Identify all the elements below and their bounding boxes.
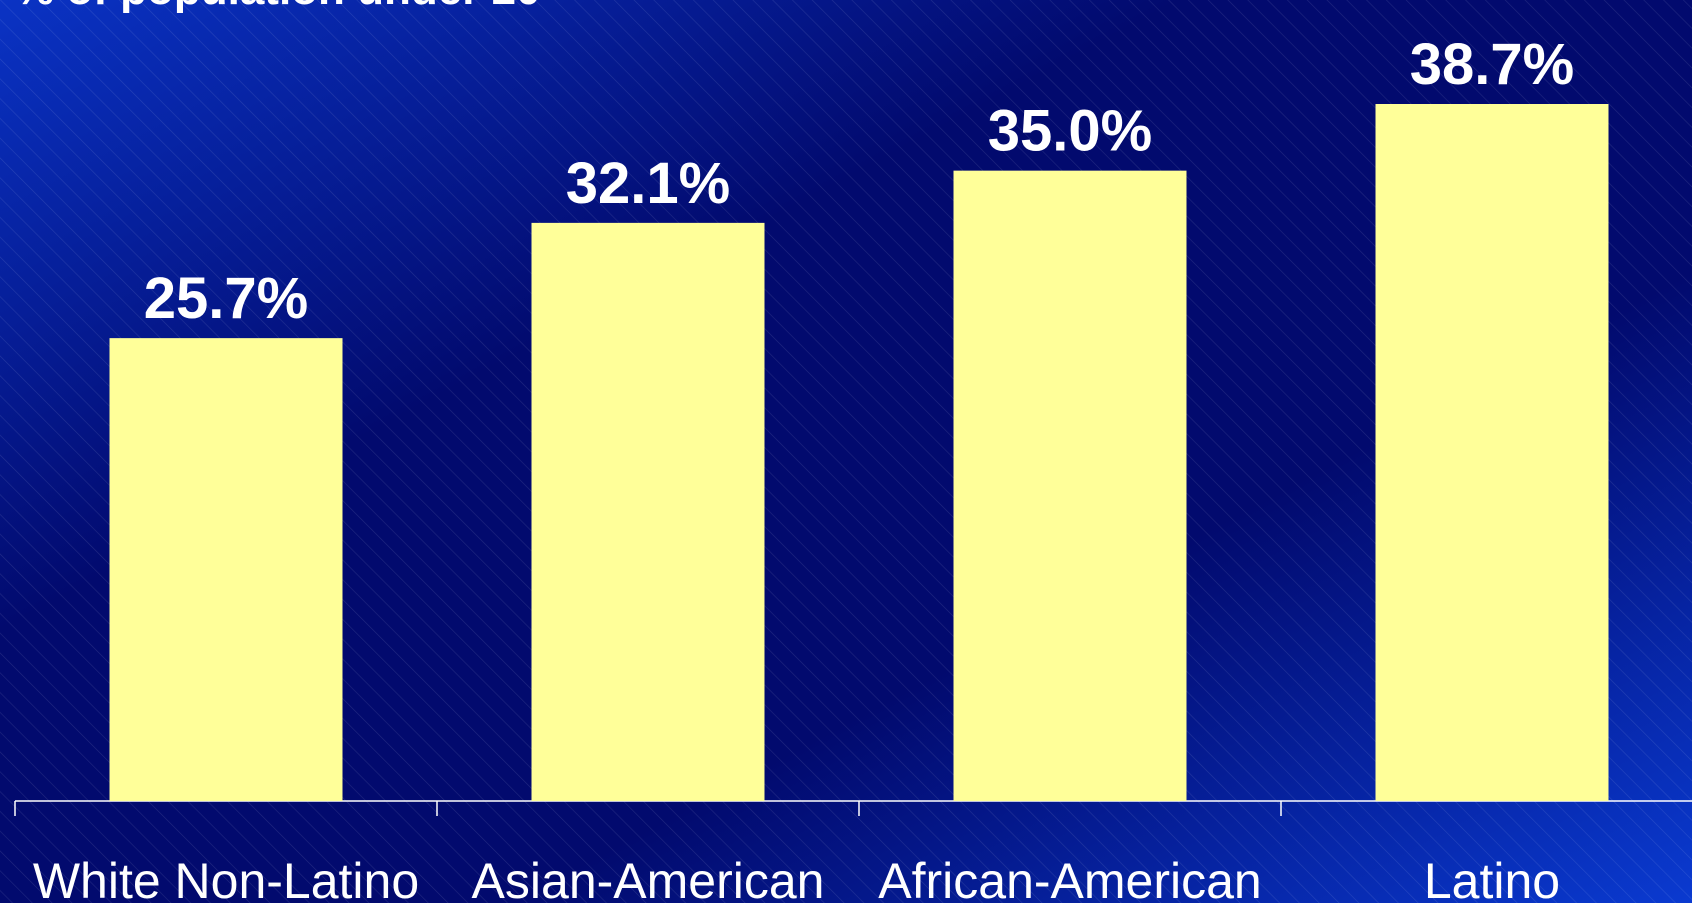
x-tick-label: African-American (878, 853, 1261, 903)
value-label: 25.7% (144, 266, 308, 331)
bar (531, 222, 765, 801)
x-tick-label: Asian-American (472, 853, 825, 903)
value-label: 38.7% (1410, 32, 1574, 97)
value-label: 35.0% (988, 99, 1152, 164)
bar (109, 338, 343, 801)
bar (953, 170, 1187, 801)
x-tick-label: Latino (1424, 853, 1560, 903)
value-label: 32.1% (566, 151, 730, 216)
bar (1375, 104, 1609, 801)
chart-title: % of population under 20 (15, 0, 541, 14)
x-tick-label: White Non-Latino (33, 853, 419, 903)
